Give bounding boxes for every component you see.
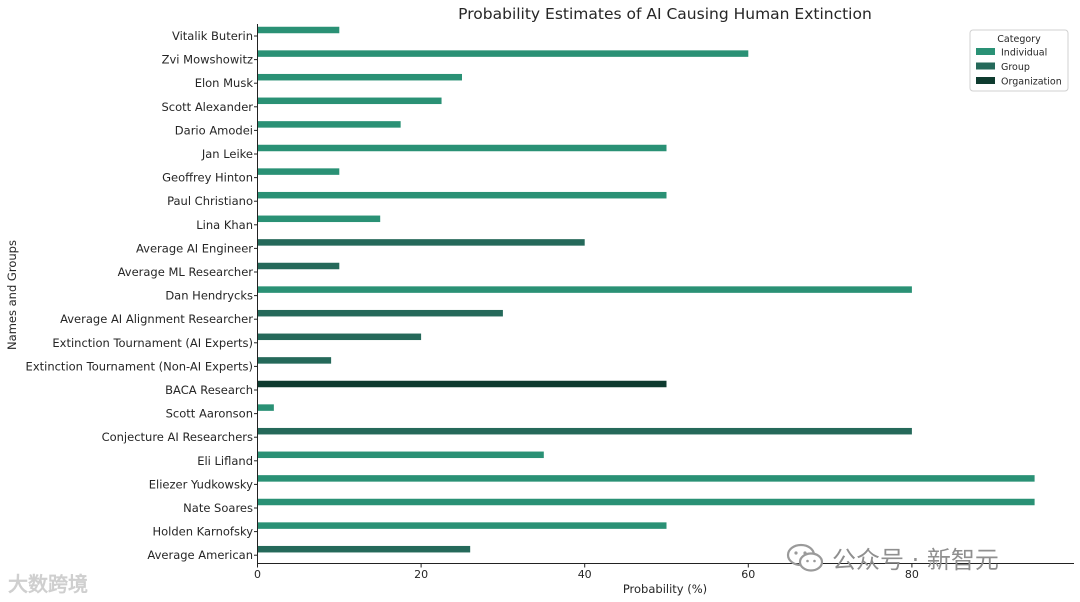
y-tick-label: BACA Research: [165, 383, 253, 397]
y-tick-labels: Vitalik Buterin Zvi Mowshowitz Elon Musk Sc…: [26, 29, 258, 562]
bar-individual: [257, 73, 462, 81]
x-tick-label: 0: [254, 568, 261, 581]
y-tick-label: Paul Christiano: [167, 194, 253, 208]
y-tick-label: Nate Soares: [183, 501, 253, 515]
y-tick-label: Extinction Tournament (AI Experts): [52, 336, 253, 350]
chart-title: Probability Estimates of AI Causing Huma…: [458, 5, 872, 23]
bar-organization: [257, 380, 667, 388]
bar-individual: [257, 144, 667, 152]
y-tick-label: Eli Lifland: [197, 454, 253, 468]
legend-label: Individual: [1001, 48, 1047, 59]
y-tick-label: Scott Alexander: [161, 100, 253, 114]
bar-individual: [257, 404, 274, 411]
bar-individual: [257, 50, 749, 57]
bar-group: [257, 333, 422, 341]
bar-individual: [257, 522, 667, 529]
bar-group: [257, 545, 471, 553]
y-tick-label: Lina Khan: [196, 218, 253, 232]
y-tick-label: Jan Leike: [201, 147, 253, 161]
bar-group: [257, 357, 332, 364]
bar-individual: [257, 286, 912, 293]
y-tick-label: Vitalik Buterin: [172, 29, 253, 43]
bar-group: [257, 309, 503, 317]
x-ticks: 0 20 40 60 80: [254, 563, 919, 581]
y-tick-label: Conjecture AI Researchers: [102, 430, 253, 444]
bar-individual: [257, 215, 381, 223]
x-tick-label: 60: [741, 568, 755, 581]
y-tick-label: Geoffrey Hinton: [162, 171, 253, 185]
x-axis-label: Probability (%): [623, 582, 707, 596]
legend-swatch: [976, 62, 995, 70]
bar-individual: [257, 97, 442, 105]
y-tick-label: Elon Musk: [195, 76, 254, 90]
legend-frame: [969, 29, 1069, 92]
watermark-right-text: 公众号 · 新智元: [832, 546, 999, 574]
watermark-right: 公众号 · 新智元: [786, 540, 999, 575]
y-tick-label: Average American: [147, 548, 253, 562]
y-tick-label: Eliezer Yudkowsky: [149, 477, 253, 491]
y-tick-label: Holden Karnofsky: [152, 525, 253, 539]
legend-swatch: [976, 77, 995, 84]
x-tick-label: 20: [414, 568, 428, 581]
bar-group: [257, 239, 585, 246]
legend-label: Organization: [1001, 77, 1062, 88]
x-tick-label: 40: [578, 568, 592, 581]
y-tick-label: Scott Aaronson: [166, 407, 253, 421]
y-axis-label: Names and Groups: [5, 240, 19, 350]
bar-individual: [257, 168, 340, 175]
bar-group: [257, 427, 912, 435]
y-tick-label: Dan Hendrycks: [165, 289, 253, 303]
legend: Category Individual Group Organization: [969, 29, 1069, 92]
y-tick-label: Zvi Mowshowitz: [162, 53, 253, 67]
bars: [257, 26, 1035, 553]
y-tick-label: Average AI Alignment Researcher: [60, 312, 253, 326]
bar-group: [257, 262, 340, 270]
bar-individual: [257, 26, 340, 34]
y-tick-label: Average AI Engineer: [136, 241, 253, 255]
bar-individual: [257, 498, 1035, 506]
y-tick-label: Dario Amodei: [175, 123, 253, 137]
bar-individual: [257, 121, 401, 128]
wechat-icon: [786, 543, 824, 572]
y-tick-label: Extinction Tournament (Non-AI Experts): [26, 359, 253, 373]
bar-individual: [257, 451, 544, 459]
x-tick-label: 80: [905, 568, 919, 581]
legend-swatch: [976, 48, 995, 55]
bar-individual: [257, 475, 1035, 482]
watermark-left: 大数跨境: [8, 572, 88, 596]
legend-label: Group: [1001, 62, 1030, 73]
y-tick-label: Average ML Researcher: [118, 265, 254, 279]
bar-individual: [257, 191, 667, 199]
legend-title: Category: [997, 34, 1041, 45]
